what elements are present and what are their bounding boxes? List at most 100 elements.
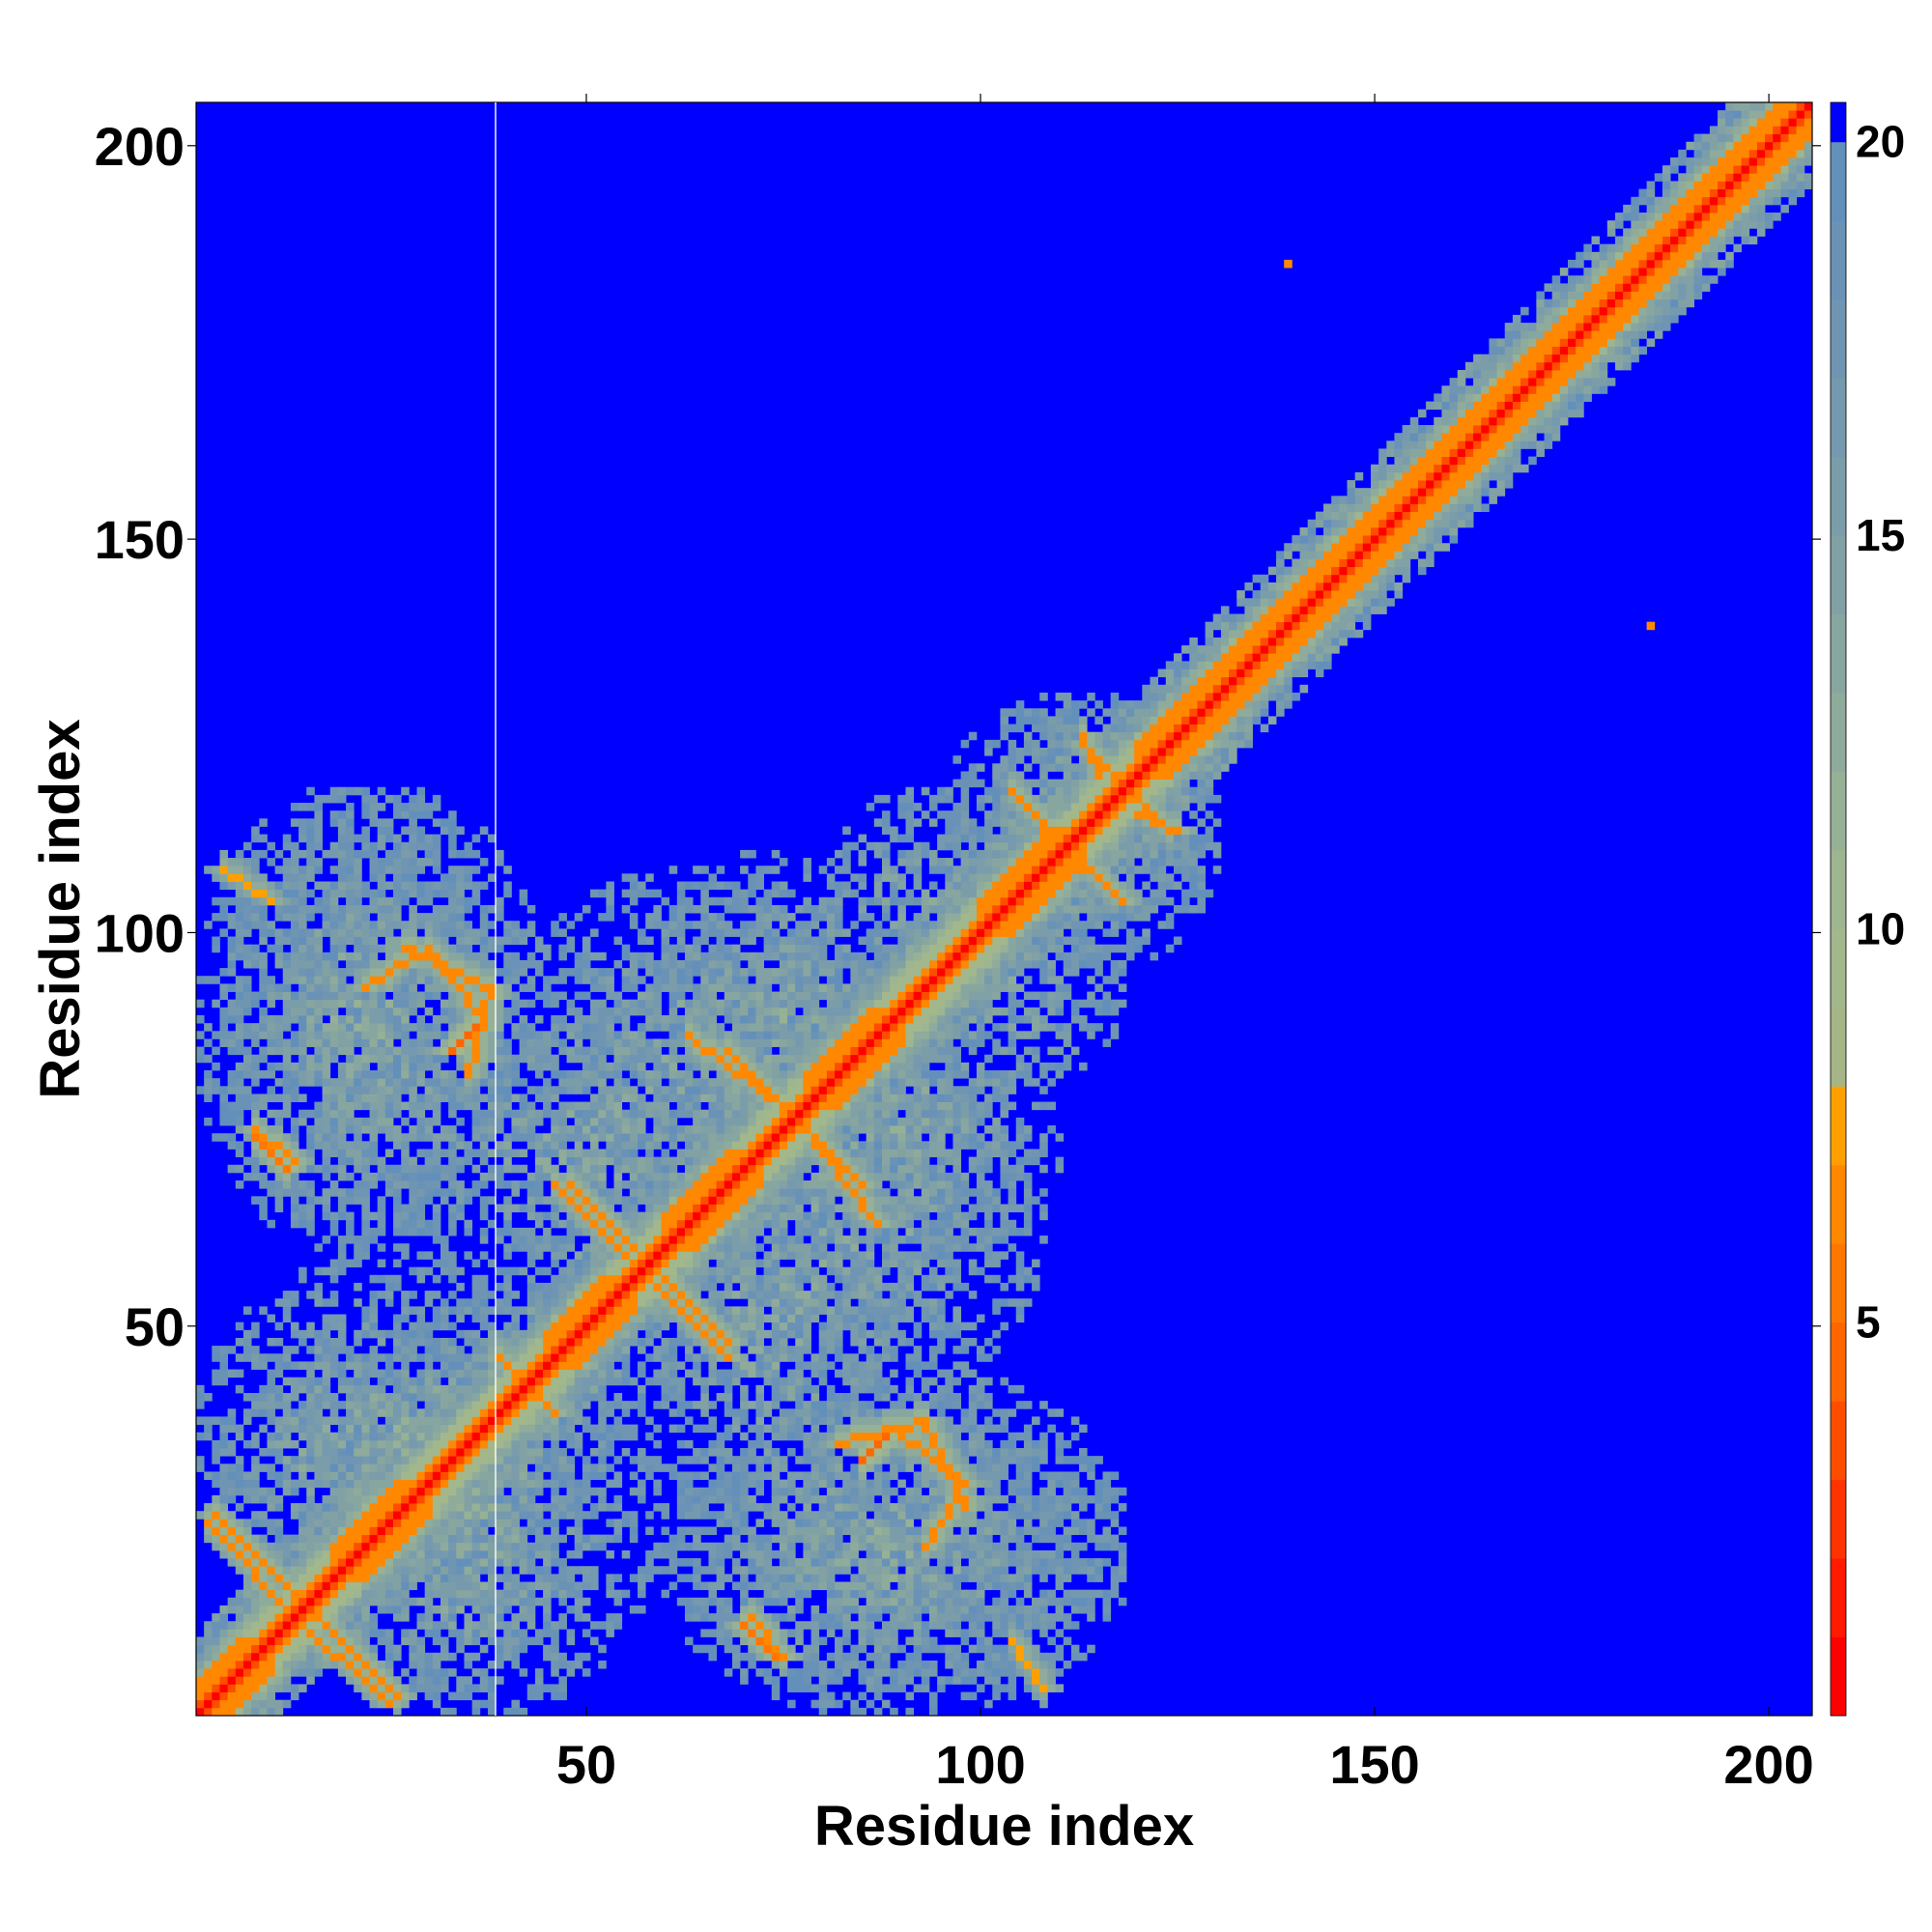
heatmap-cell [519,1432,528,1464]
heatmap-cell [354,1196,362,1205]
heatmap-cell [282,1094,292,1119]
heatmap-cell [511,1054,520,1064]
heatmap-cell [511,1613,520,1622]
heatmap-cell [361,881,370,898]
heatmap-cell [582,1180,591,1189]
heatmap-cell [401,1306,410,1315]
heatmap-cell [748,1534,756,1544]
heatmap-cell [661,1566,670,1575]
heatmap-cell [384,936,394,961]
heatmap-cell [259,1589,268,1606]
heatmap-cell [598,1346,607,1354]
heatmap-cell [471,881,481,898]
heatmap-cell [274,1164,284,1174]
heatmap-cell [219,1038,229,1047]
heatmap-cell [274,1149,284,1158]
heatmap-cell [519,889,528,898]
heatmap-cell [479,1439,489,1449]
heatmap-cell [251,1621,260,1637]
heatmap-cell [306,1503,315,1512]
heatmap-cell [748,1172,756,1197]
heatmap-cell [361,1164,370,1174]
heatmap-cell [346,904,355,914]
heatmap-cell [708,1109,718,1119]
heatmap-cell [448,952,457,961]
heatmap-cell [511,1393,520,1402]
heatmap-cell [598,1463,607,1472]
heatmap-cell [716,1023,725,1039]
heatmap-cell [503,1401,512,1409]
heatmap-cell [456,976,465,984]
heatmap-cell [306,1133,315,1150]
heatmap-cell [755,1534,764,1551]
heatmap-cell [487,1219,497,1229]
heatmap-cell [314,944,323,953]
heatmap-cell [684,1046,694,1056]
heatmap-cell [448,1219,457,1229]
heatmap-cell [235,889,244,898]
heatmap-cell [543,1062,552,1071]
heatmap-cell [653,1086,662,1094]
heatmap-cell [613,1172,623,1181]
heatmap-cell [519,1078,528,1087]
heatmap-cell [693,1456,701,1464]
heatmap-cell [755,1519,764,1527]
heatmap-cell [519,1471,528,1481]
heatmap-cell [543,1046,552,1056]
heatmap-cell [424,1471,434,1481]
heatmap-cell [755,1259,764,1268]
heatmap-cell [574,1125,583,1134]
heatmap-cell [401,1377,410,1386]
heatmap-cell [416,1078,426,1087]
heatmap-cell [590,1306,599,1315]
heatmap-cell [361,1549,370,1559]
heatmap-cell [708,1416,718,1425]
heatmap-cell [440,1133,449,1142]
heatmap-cell [763,1361,773,1370]
heatmap-cell [440,1613,449,1622]
heatmap-cell [337,1172,347,1181]
heatmap-cell [771,928,781,937]
heatmap-cell [708,1613,718,1622]
heatmap-cell [543,1581,552,1599]
heatmap-cell [337,1164,347,1174]
heatmap-cell [306,1566,315,1582]
heatmap-cell [424,1337,434,1347]
heatmap-cell [456,1542,465,1559]
heatmap-cell [763,1164,773,1181]
heatmap-cell [558,1117,567,1126]
heatmap-cell [298,983,307,992]
heatmap-cell [432,1031,441,1039]
heatmap-cell [519,1384,528,1394]
heatmap-cell [693,1007,701,1016]
heatmap-cell [748,873,756,891]
heatmap-cell [393,1644,402,1654]
heatmap-cell [401,1070,410,1079]
heatmap-cell [582,1416,591,1425]
heatmap-cell [464,1014,473,1024]
heatmap-cell [598,1542,607,1551]
heatmap-cell [227,968,237,977]
heatmap-cell [598,1274,607,1299]
heatmap-cell [393,991,402,1001]
heatmap-cell [314,1629,323,1637]
heatmap-cell [503,1574,512,1582]
heatmap-cell [401,1243,410,1260]
heatmap-cell [487,983,497,1001]
heatmap-cell [534,1149,544,1158]
heatmap-cell [242,1086,252,1094]
heatmap-cell [361,1196,370,1221]
heatmap-cell [748,1211,756,1221]
heatmap-cell [613,1243,623,1252]
heatmap-cell [566,1078,576,1087]
heatmap-cell [740,999,749,1016]
heatmap-cell [479,1393,489,1409]
heatmap-cell [551,1487,559,1496]
heatmap-cell [496,1463,504,1472]
heatmap-cell [361,1503,370,1512]
heatmap-cell [590,1274,599,1284]
heatmap-cell [629,999,639,1009]
heatmap-cell [361,1558,370,1582]
heatmap-cell [384,1078,394,1087]
heatmap-cell [456,1164,465,1174]
